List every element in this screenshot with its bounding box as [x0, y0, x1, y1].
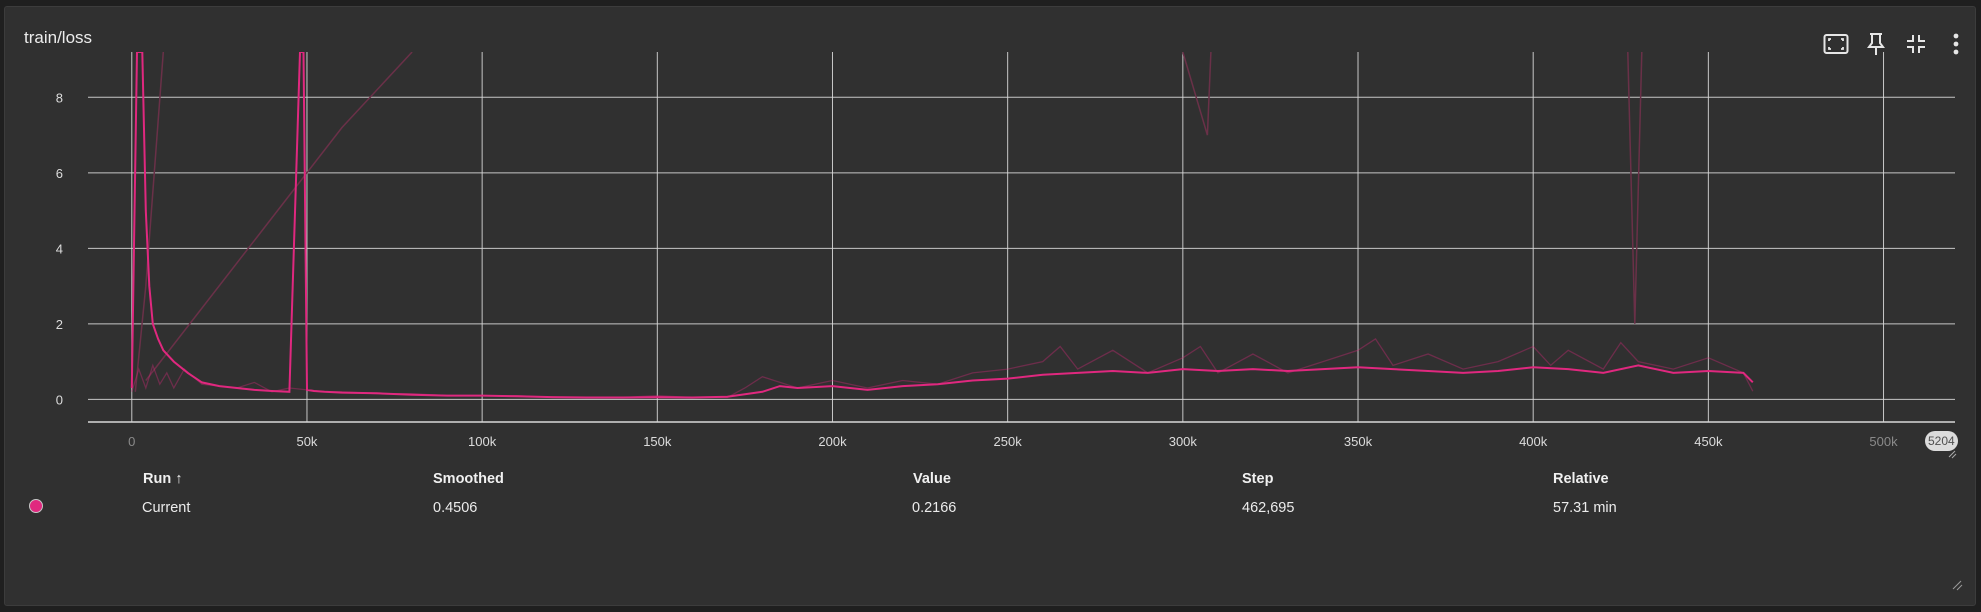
faint-run-line	[134, 52, 165, 392]
x-tick-label: 350k	[1344, 434, 1373, 449]
collapse-icon	[1907, 35, 1925, 53]
run-color-swatch	[29, 499, 43, 513]
col-header-value[interactable]: Value	[913, 471, 951, 487]
fit-domain-icon	[1823, 34, 1849, 54]
y-tick-label: 4	[56, 241, 63, 256]
y-tick-label: 6	[56, 166, 63, 181]
more-vert-icon	[1953, 33, 1959, 55]
collapse-button[interactable]	[1901, 29, 1931, 59]
fit-domain-button[interactable]	[1821, 29, 1851, 59]
y-tick-label: 0	[56, 392, 63, 407]
x-axis-end-label: 5204	[1925, 431, 1958, 451]
cell-smoothed: 0.4506	[433, 500, 478, 516]
x-tick-label: 100k	[468, 434, 497, 449]
series-smoothed-line	[130, 52, 1754, 399]
y-tick-label: 2	[56, 317, 63, 332]
scalar-card: train/loss 0 2 4 6 8	[4, 6, 1976, 606]
x-tick-label: 150k	[643, 434, 672, 449]
pin-button[interactable]	[1861, 29, 1891, 59]
cell-step: 462,695	[1242, 500, 1295, 516]
cell-relative: 57.31 min	[1553, 500, 1617, 516]
faint-run-line	[1627, 52, 1643, 324]
col-header-smoothed[interactable]: Smoothed	[433, 471, 504, 487]
pin-icon	[1867, 33, 1885, 55]
series-raw-line	[131, 338, 1754, 399]
col-header-run[interactable]: Run ↑	[143, 471, 183, 487]
x-tick-label: 250k	[994, 434, 1023, 449]
col-header-step[interactable]: Step	[1242, 471, 1274, 487]
card-title: train/loss	[24, 28, 93, 47]
x-tick-label: 500k	[1869, 434, 1898, 449]
x-tick-label: 0	[128, 434, 135, 449]
x-tick-label: 450k	[1694, 434, 1723, 449]
faint-run-line	[145, 52, 413, 381]
x-tick-label: 50k	[296, 434, 317, 449]
loss-chart[interactable]: 0 2 4 6 8 0 50k 100k 150k 200k 250k 300k 350k 400k 45…	[5, 7, 1975, 467]
y-tick-label: 8	[56, 90, 63, 105]
more-options-button[interactable]	[1941, 29, 1971, 59]
chart-resize-handle[interactable]	[1948, 450, 1957, 459]
cell-run: Current	[142, 500, 191, 516]
x-tick-label: 400k	[1519, 434, 1548, 449]
cell-value: 0.2166	[912, 500, 957, 516]
col-header-relative[interactable]: Relative	[1553, 471, 1609, 487]
card-resize-handle[interactable]	[1951, 579, 1963, 591]
x-tick-label: 300k	[1169, 434, 1198, 449]
faint-run-line	[1182, 52, 1212, 136]
x-tick-label: 200k	[818, 434, 847, 449]
